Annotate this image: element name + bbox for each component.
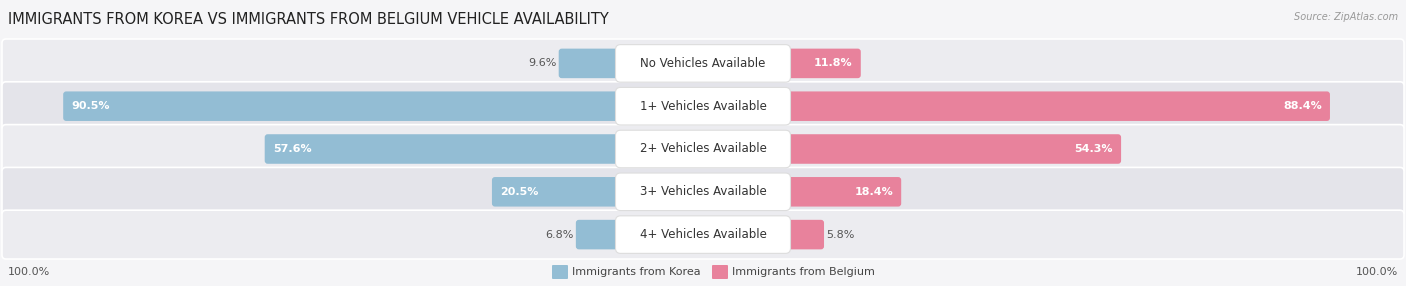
Text: IMMIGRANTS FROM KOREA VS IMMIGRANTS FROM BELGIUM VEHICLE AVAILABILITY: IMMIGRANTS FROM KOREA VS IMMIGRANTS FROM…	[8, 12, 609, 27]
FancyBboxPatch shape	[576, 220, 623, 249]
FancyBboxPatch shape	[616, 173, 790, 210]
FancyBboxPatch shape	[1, 39, 1405, 88]
Text: 100.0%: 100.0%	[1355, 267, 1398, 277]
FancyBboxPatch shape	[783, 92, 1330, 121]
Text: 57.6%: 57.6%	[273, 144, 311, 154]
FancyBboxPatch shape	[558, 49, 623, 78]
FancyBboxPatch shape	[711, 265, 728, 279]
FancyBboxPatch shape	[783, 220, 824, 249]
Text: 90.5%: 90.5%	[72, 101, 110, 111]
Text: Immigrants from Korea: Immigrants from Korea	[572, 267, 700, 277]
Text: 88.4%: 88.4%	[1284, 101, 1322, 111]
Text: 100.0%: 100.0%	[8, 267, 51, 277]
Text: 6.8%: 6.8%	[546, 230, 574, 240]
Text: 54.3%: 54.3%	[1074, 144, 1114, 154]
FancyBboxPatch shape	[616, 88, 790, 125]
FancyBboxPatch shape	[616, 216, 790, 253]
Text: Immigrants from Belgium: Immigrants from Belgium	[733, 267, 875, 277]
FancyBboxPatch shape	[783, 134, 1121, 164]
FancyBboxPatch shape	[1, 125, 1405, 173]
Text: 3+ Vehicles Available: 3+ Vehicles Available	[640, 185, 766, 198]
FancyBboxPatch shape	[553, 265, 568, 279]
FancyBboxPatch shape	[264, 134, 623, 164]
FancyBboxPatch shape	[783, 177, 901, 206]
FancyBboxPatch shape	[616, 45, 790, 82]
Text: No Vehicles Available: No Vehicles Available	[640, 57, 766, 70]
FancyBboxPatch shape	[492, 177, 623, 206]
FancyBboxPatch shape	[616, 130, 790, 168]
Text: 2+ Vehicles Available: 2+ Vehicles Available	[640, 142, 766, 156]
FancyBboxPatch shape	[1, 210, 1405, 259]
Text: 1+ Vehicles Available: 1+ Vehicles Available	[640, 100, 766, 113]
Text: 11.8%: 11.8%	[814, 58, 853, 68]
Text: 20.5%: 20.5%	[501, 187, 538, 197]
FancyBboxPatch shape	[1, 82, 1405, 131]
Text: 5.8%: 5.8%	[827, 230, 855, 240]
Text: 18.4%: 18.4%	[855, 187, 893, 197]
Text: 9.6%: 9.6%	[529, 58, 557, 68]
Text: Source: ZipAtlas.com: Source: ZipAtlas.com	[1294, 12, 1398, 22]
FancyBboxPatch shape	[1, 167, 1405, 216]
FancyBboxPatch shape	[63, 92, 623, 121]
Text: 4+ Vehicles Available: 4+ Vehicles Available	[640, 228, 766, 241]
FancyBboxPatch shape	[783, 49, 860, 78]
